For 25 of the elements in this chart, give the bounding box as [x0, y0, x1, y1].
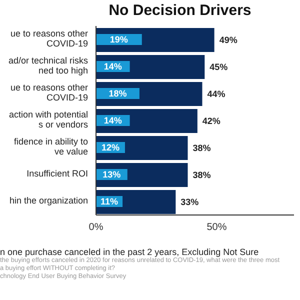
data-label: 13%: [102, 170, 121, 180]
data-label: 42%: [202, 116, 220, 126]
data-label: 45%: [210, 62, 228, 72]
data-label: 12%: [101, 142, 120, 153]
data-label: 14%: [104, 62, 122, 72]
y-tick-label: fidence in ability to ve value: [14, 136, 88, 157]
data-label: 18%: [108, 88, 127, 99]
data-label: 33%: [180, 197, 199, 208]
data-label: 49%: [219, 35, 238, 46]
data-label: 11%: [100, 196, 118, 207]
data-label: 19%: [110, 34, 128, 45]
text: n one purchase canceled in the past 2 years, Excluding Not Sure: [0, 247, 260, 257]
x-tick-label: 50%: [206, 222, 227, 234]
y-tick-label: ue to reasons other COVID-19: [10, 28, 88, 49]
y-tick-label: hin the organization: [9, 196, 88, 206]
x-tick-label: 0%: [88, 222, 104, 234]
data-label: 38%: [192, 143, 211, 154]
data-label: 44%: [207, 89, 226, 100]
y-tick-label: Insufficient ROI: [26, 168, 88, 179]
y-tick-label: action with potential s or vendors: [8, 110, 88, 130]
y-tick-label: ad/or technical risks ned too high: [8, 56, 88, 76]
data-label: 38%: [192, 170, 211, 180]
chart-title: No Decision Drivers: [108, 1, 252, 21]
data-label: 14%: [104, 116, 122, 126]
y-tick-label: ue to reasons other COVID-19: [10, 82, 88, 103]
